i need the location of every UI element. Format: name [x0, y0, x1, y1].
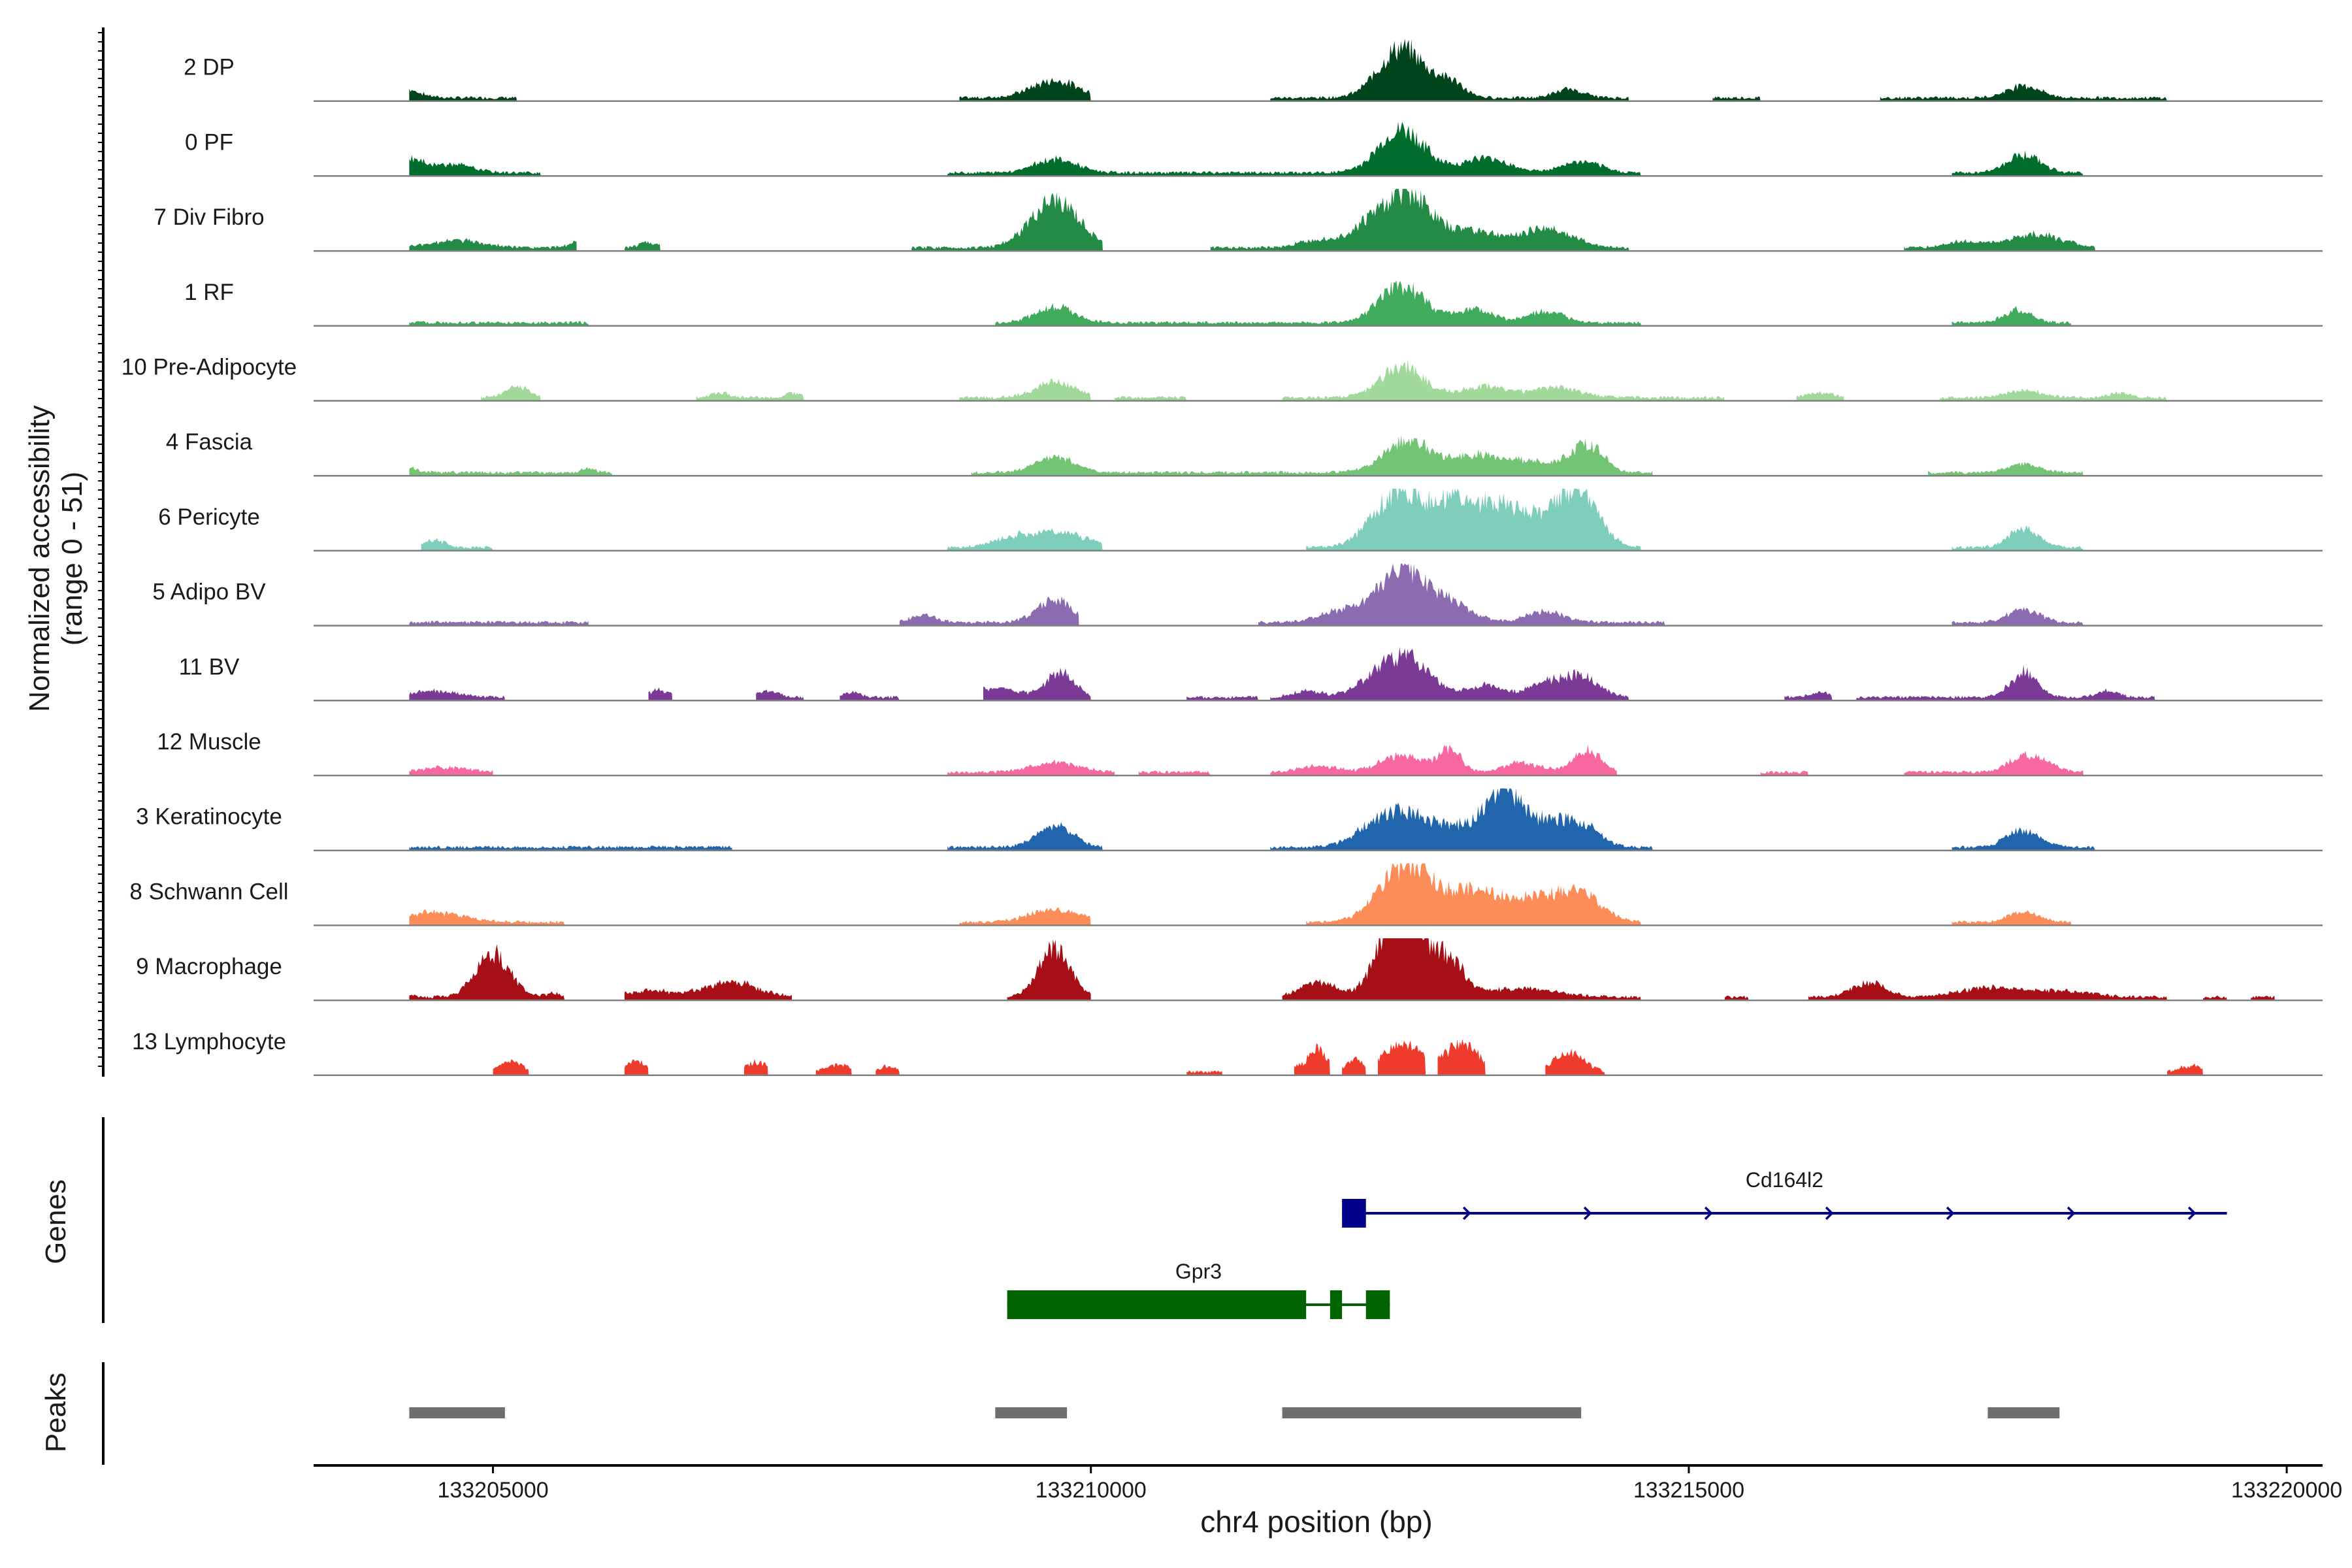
track-label: 9 Macrophage — [136, 954, 282, 979]
gene-exon — [1366, 1290, 1390, 1319]
track-label: 6 Pericyte — [158, 504, 260, 530]
track-label: 10 Pre-Adipocyte — [122, 355, 297, 380]
x-axis-tick-label: 133205000 — [437, 1478, 548, 1503]
track-label: 4 Fascia — [166, 429, 253, 455]
track-label: 5 Adipo BV — [152, 580, 266, 605]
gene-label: Cd164l2 — [1746, 1168, 1823, 1192]
x-axis-label: chr4 position (bp) — [1200, 1505, 1432, 1539]
track-label: 12 Muscle — [157, 729, 261, 755]
track-label: 0 PF — [185, 129, 233, 155]
track-label: 8 Schwann Cell — [129, 879, 288, 904]
peak-region — [1282, 1407, 1582, 1418]
gene-exon — [1342, 1199, 1366, 1228]
x-axis-tick-label: 133220000 — [2231, 1478, 2342, 1503]
y-axis-label-line2: (range 0 - 51) — [56, 472, 88, 646]
track-label: 1 RF — [184, 280, 234, 305]
peaks-panel-label: Peaks — [40, 1373, 72, 1452]
peak-region — [1988, 1407, 2060, 1418]
figure-background — [0, 0, 2352, 1568]
track-label: 11 BV — [179, 654, 240, 679]
gene-exon — [1007, 1290, 1307, 1319]
peak-region — [995, 1407, 1067, 1418]
gene-label: Gpr3 — [1175, 1260, 1222, 1283]
y-axis-label-line1: Normalized accessibility — [24, 405, 56, 711]
gene-exon — [1330, 1290, 1342, 1319]
track-label: 3 Keratinocyte — [136, 804, 282, 830]
track-label: 13 Lymphocyte — [132, 1029, 286, 1054]
x-axis-tick-label: 133210000 — [1036, 1478, 1147, 1503]
track-label: 2 DP — [184, 55, 235, 80]
peak-region — [409, 1407, 504, 1418]
genes-panel-label: Genes — [40, 1179, 72, 1264]
x-axis-tick-label: 133215000 — [1633, 1478, 1744, 1503]
track-label: 7 Div Fibro — [154, 204, 264, 230]
coverage-figure: Normalized accessibility (range 0 - 51) … — [0, 0, 2352, 1568]
